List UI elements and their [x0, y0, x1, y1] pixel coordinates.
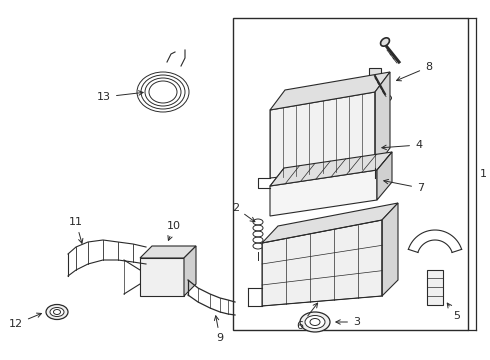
Text: 2: 2 [232, 203, 255, 222]
Text: 4: 4 [382, 140, 422, 150]
Polygon shape [270, 72, 390, 110]
Ellipse shape [46, 305, 68, 320]
Ellipse shape [300, 312, 330, 332]
Bar [369, 68, 381, 76]
Polygon shape [375, 72, 390, 168]
Text: 6: 6 [296, 303, 318, 331]
Polygon shape [382, 203, 398, 296]
Ellipse shape [310, 319, 320, 325]
Text: 12: 12 [9, 313, 42, 329]
Text: 11: 11 [69, 217, 83, 243]
Polygon shape [270, 152, 392, 186]
Polygon shape [262, 220, 382, 306]
Bar [427, 270, 443, 305]
Polygon shape [140, 246, 196, 258]
Text: 3: 3 [336, 317, 360, 327]
Polygon shape [140, 258, 184, 296]
Polygon shape [184, 246, 196, 296]
Polygon shape [270, 170, 377, 216]
Text: 9: 9 [215, 316, 223, 343]
Text: 1: 1 [480, 169, 487, 179]
Text: 13: 13 [97, 91, 143, 102]
Polygon shape [262, 203, 398, 243]
Text: 5: 5 [447, 303, 460, 321]
Text: 10: 10 [167, 221, 181, 240]
Polygon shape [377, 152, 392, 200]
Ellipse shape [50, 307, 64, 316]
Text: 8: 8 [396, 62, 432, 81]
Bar [233, 18, 468, 330]
Ellipse shape [53, 310, 60, 315]
Polygon shape [270, 92, 375, 178]
Ellipse shape [381, 38, 390, 46]
Text: 7: 7 [384, 179, 424, 193]
Ellipse shape [305, 315, 325, 328]
